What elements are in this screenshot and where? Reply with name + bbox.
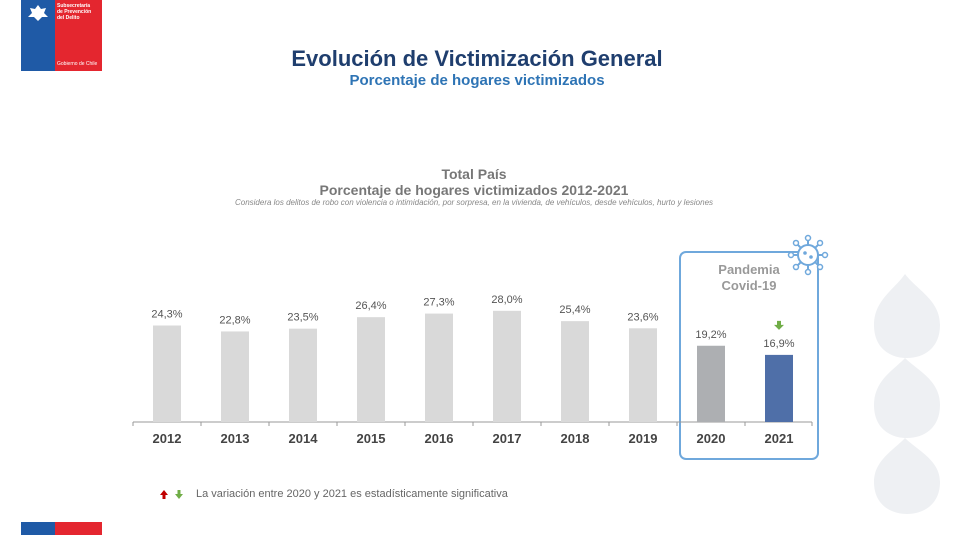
data-label-2014: 23,5%	[287, 312, 318, 324]
gobierno-logo: Subsecretaría de Prevención del Delito G…	[21, 0, 102, 71]
bottom-flag-bar	[21, 522, 102, 535]
data-label-2017: 28,0%	[491, 294, 522, 306]
page-subtitle: Porcentaje de hogares victimizados	[349, 72, 605, 89]
chart-title: Total País	[441, 166, 507, 182]
logo-gobierno-text: Gobierno de Chile	[57, 61, 98, 67]
bar-2021	[765, 354, 793, 422]
tick-label-2020: 2020	[697, 431, 726, 446]
data-label-2013: 22,8%	[219, 314, 250, 326]
pandemic-label-line2: Covid-19	[722, 278, 777, 293]
bar-2012	[153, 325, 181, 422]
virus-icon	[787, 234, 829, 276]
data-label-2016: 27,3%	[423, 297, 454, 309]
bar-2019	[629, 328, 657, 422]
tick-label-2016: 2016	[425, 431, 454, 446]
tick-label-2012: 2012	[153, 431, 182, 446]
logo-text-line1: Subsecretaría	[57, 3, 91, 9]
tick-label-2014: 2014	[289, 431, 319, 446]
tick-label-2021: 2021	[765, 431, 794, 446]
bar-2016	[425, 313, 453, 422]
data-label-2020: 19,2%	[695, 329, 726, 341]
bar-2015	[357, 317, 385, 422]
data-label-2021: 16,9%	[763, 338, 794, 350]
bar-2018	[561, 321, 589, 422]
data-label-2015: 26,4%	[355, 300, 386, 312]
pandemic-label-line1: Pandemia	[718, 262, 780, 277]
logo-text-line3: del Delito	[57, 15, 80, 21]
chart-note: Considera los delitos de robo con violen…	[234, 198, 714, 207]
data-label-2019: 23,6%	[627, 311, 658, 323]
legend-arrows-icon	[160, 490, 183, 499]
legend-text: La variación entre 2020 y 2021 es estadí…	[196, 488, 508, 500]
data-label-2012: 24,3%	[151, 309, 182, 321]
pandemic-highlight-box	[679, 251, 819, 460]
bar-2014	[289, 328, 317, 422]
logo-red-block	[55, 0, 102, 71]
tick-label-2019: 2019	[629, 431, 658, 446]
bar-2017	[493, 310, 521, 422]
coat-of-arms-icon	[28, 5, 48, 21]
tick-label-2017: 2017	[493, 431, 522, 446]
page-title: Evolución de Victimización General	[291, 46, 663, 71]
tick-label-2013: 2013	[221, 431, 250, 446]
tick-label-2015: 2015	[357, 431, 386, 446]
logo-text-line2: de Prevención	[57, 9, 92, 15]
decorative-drops-icon	[874, 274, 940, 514]
tick-label-2018: 2018	[561, 431, 590, 446]
bar-2020	[697, 345, 725, 422]
chart-subtitle: Porcentaje de hogares victimizados 2012-…	[319, 182, 629, 198]
data-label-2018: 25,4%	[559, 304, 590, 316]
bar-2013	[221, 331, 249, 422]
significance-down-arrow-icon	[774, 320, 784, 330]
